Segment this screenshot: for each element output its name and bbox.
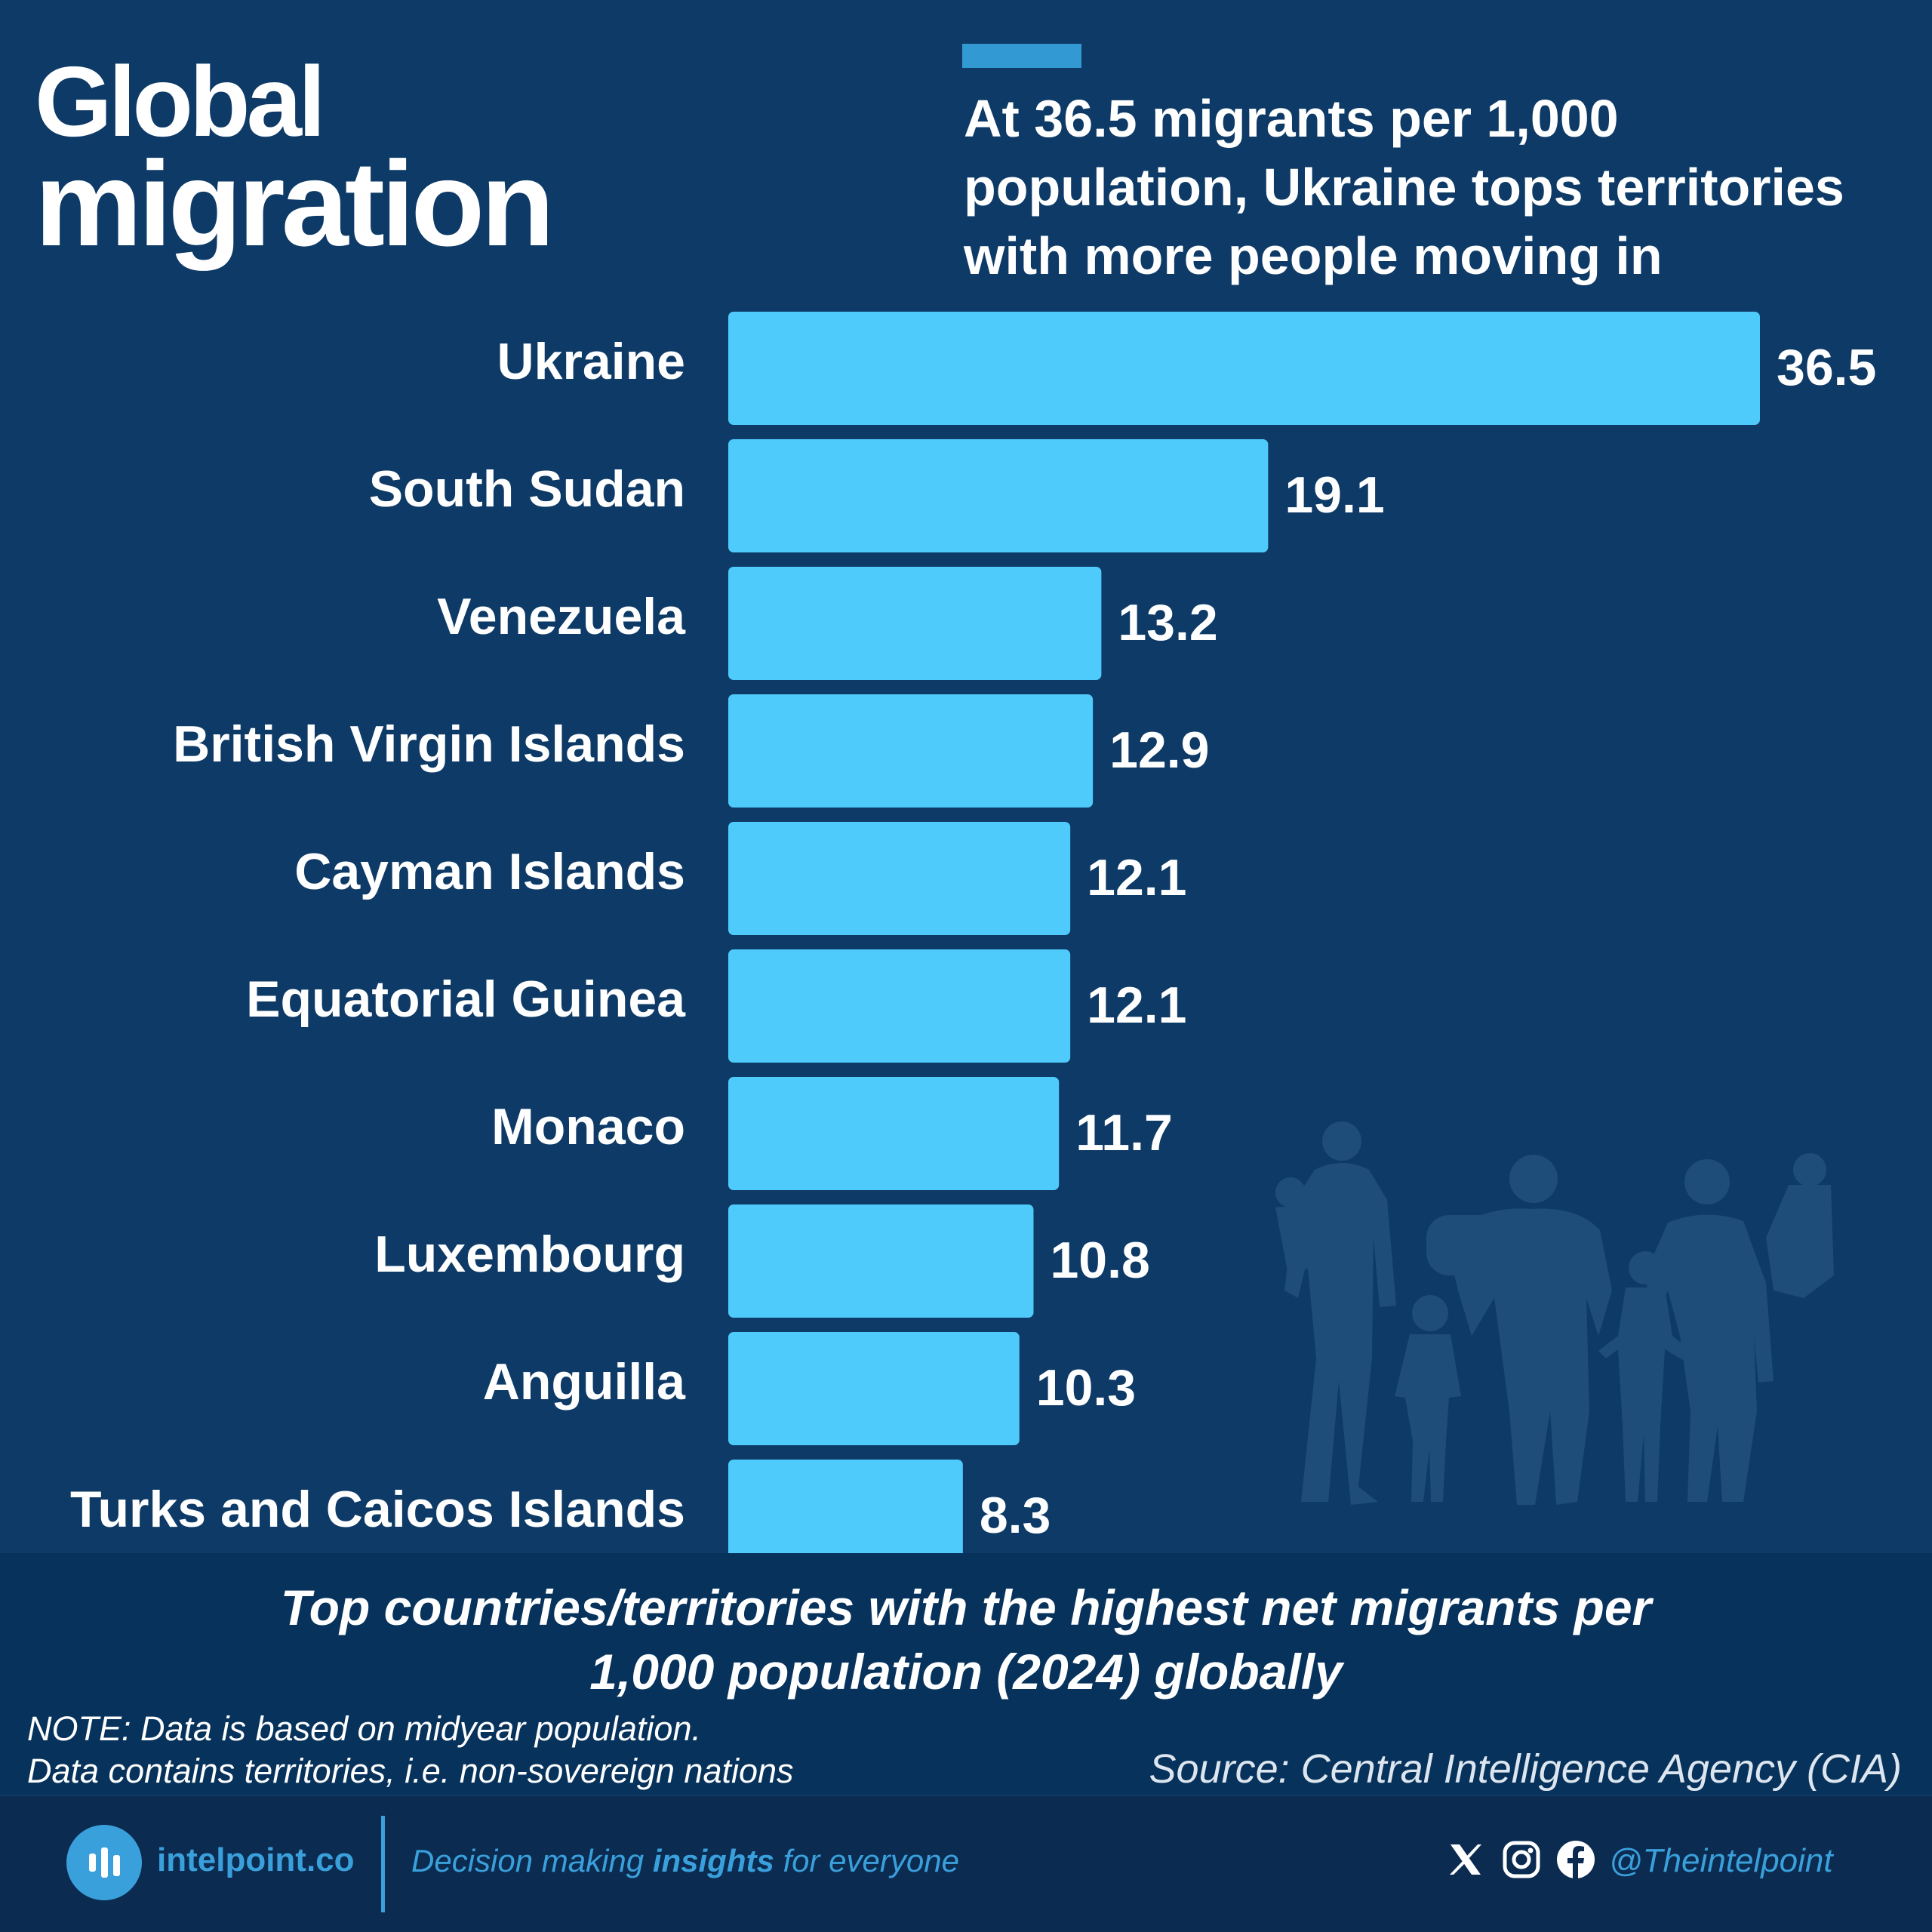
category-label: Equatorial Guinea: [246, 971, 686, 1028]
category-label: British Virgin Islands: [173, 715, 685, 773]
note-line-1: NOTE: Data is based on midyear populatio…: [27, 1709, 701, 1748]
bar: [728, 439, 1269, 552]
bar-chart: Ukraine 36.5 South Sudan 19.1 Venezuela 13.2 B…: [70, 312, 1876, 1555]
value-label: 12.1: [1087, 977, 1186, 1034]
chart-caption-line-2: 1,000 population (2024) globally: [589, 1644, 1343, 1700]
accent-bar: [962, 44, 1081, 68]
note-line-2: Data contains territories, i.e. non-sove…: [27, 1752, 794, 1790]
value-label: 8.3: [980, 1487, 1051, 1544]
tagline: Decision making insights for everyone: [411, 1838, 959, 1884]
category-label: Turks and Caicos Islands: [70, 1481, 685, 1538]
value-label: 12.1: [1087, 849, 1186, 906]
bar: [728, 1077, 1060, 1190]
bar: [728, 822, 1071, 935]
bar-chart-logo-icon: [89, 1847, 120, 1878]
value-label: 12.9: [1109, 721, 1209, 779]
caption-band: [0, 1553, 1932, 1795]
category-label: South Sudan: [369, 460, 685, 518]
category-label: Venezuela: [437, 588, 686, 645]
subtitle: At 36.5 migrants per 1,000 population, U…: [964, 89, 1844, 285]
value-label: 10.8: [1050, 1232, 1149, 1289]
bar: [728, 1204, 1034, 1318]
source-text: Source: Central Intelligence Agency (CIA…: [1149, 1746, 1902, 1792]
instagram-icon[interactable]: [1500, 1838, 1543, 1881]
tagline-emphasis: insights: [652, 1843, 774, 1878]
tagline-start: Decision making: [411, 1843, 653, 1878]
bar: [728, 1460, 963, 1555]
title-line-2: migration: [35, 136, 555, 271]
bar: [728, 312, 1760, 425]
x-icon[interactable]: [1444, 1838, 1487, 1881]
chart-caption-line-1: Top countries/territories with the highe…: [280, 1580, 1652, 1635]
bar: [728, 694, 1094, 808]
category-label: Ukraine: [497, 333, 685, 390]
tagline-end: for everyone: [774, 1843, 959, 1878]
value-label: 11.7: [1075, 1104, 1173, 1161]
logo-icon[interactable]: [66, 1825, 142, 1900]
value-label: 13.2: [1118, 594, 1217, 651]
footer-divider: [381, 1816, 385, 1912]
category-label: Monaco: [491, 1098, 685, 1155]
category-label: Luxembourg: [374, 1226, 685, 1283]
bar: [728, 949, 1071, 1063]
value-label: 19.1: [1284, 466, 1384, 524]
bar: [728, 567, 1102, 680]
title-line-1: Global: [35, 46, 326, 157]
category-label: Cayman Islands: [294, 843, 685, 900]
migrant-family-silhouette: [1275, 1121, 1834, 1505]
social-handle[interactable]: @Theintelpoint: [1609, 1842, 1833, 1879]
footer: intelpoint.co Decision making insights f…: [0, 1796, 1932, 1932]
bar: [728, 1332, 1020, 1445]
facebook-icon[interactable]: [1555, 1838, 1597, 1881]
category-label: Anguilla: [483, 1353, 686, 1411]
brand-link[interactable]: intelpoint.co: [157, 1841, 355, 1878]
value-label: 10.3: [1036, 1359, 1136, 1417]
value-label: 36.5: [1777, 339, 1876, 396]
